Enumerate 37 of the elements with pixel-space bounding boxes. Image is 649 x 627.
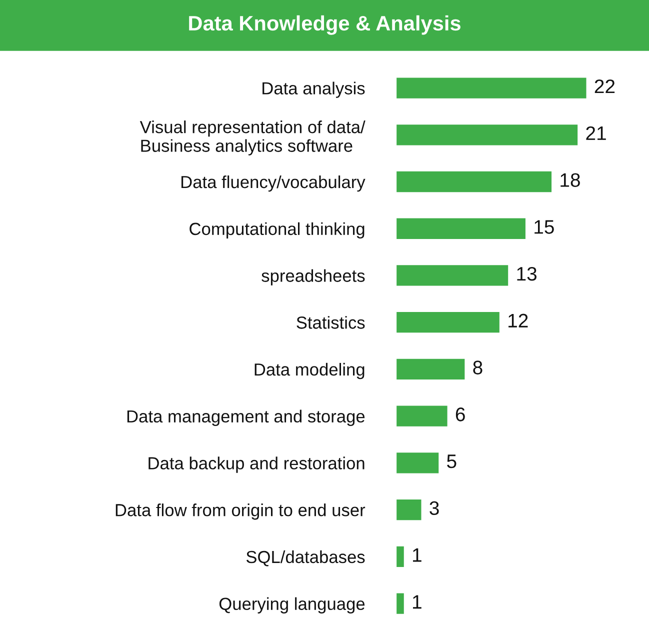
y-tick-label: spreadsheets — [262, 269, 365, 286]
bar — [396, 358, 466, 381]
data-label: 15 — [534, 220, 554, 234]
bar — [396, 404, 449, 428]
y-tick-label: Data modeling — [254, 362, 364, 380]
data-label: 18 — [560, 173, 580, 187]
y-tick-label: SQL/databases — [246, 550, 365, 566]
bar — [396, 170, 553, 194]
data-label: 21 — [586, 126, 606, 140]
bar — [396, 451, 440, 475]
y-tick-label: Data backup and restoration — [148, 456, 364, 473]
data-label: 8 — [473, 360, 482, 374]
data-label: 1 — [413, 548, 422, 562]
y-tick-label: Data fluency/vocabulary — [181, 175, 366, 192]
data-label: 22 — [594, 79, 615, 94]
data-label: 3 — [430, 501, 439, 516]
y-tick-label: Statistics — [296, 316, 365, 329]
bar — [396, 264, 510, 288]
y-tick-label: Data analysis — [262, 82, 365, 98]
bar — [396, 216, 527, 240]
chart-title: Data Knowledge & Analysis — [189, 15, 460, 35]
y-tick-label: Querying language — [219, 597, 365, 614]
bar — [396, 310, 501, 334]
data-label: 5 — [447, 454, 456, 468]
y-tick-label: Data flow from origin to end user — [116, 504, 366, 520]
bar — [396, 123, 579, 147]
y-tick-label: Computational thinking — [190, 222, 364, 239]
bar — [396, 592, 406, 616]
y-tick-label: Visual representation of data/ Business analytics software — [140, 120, 366, 156]
bar — [396, 544, 406, 568]
y-tick-label: Data management and storage — [127, 410, 365, 426]
bar — [396, 498, 423, 522]
data-label: 1 — [413, 595, 422, 609]
data-label: 6 — [456, 408, 465, 422]
bar — [396, 76, 588, 100]
data-label: 13 — [517, 266, 537, 281]
data-label: 12 — [508, 314, 528, 328]
